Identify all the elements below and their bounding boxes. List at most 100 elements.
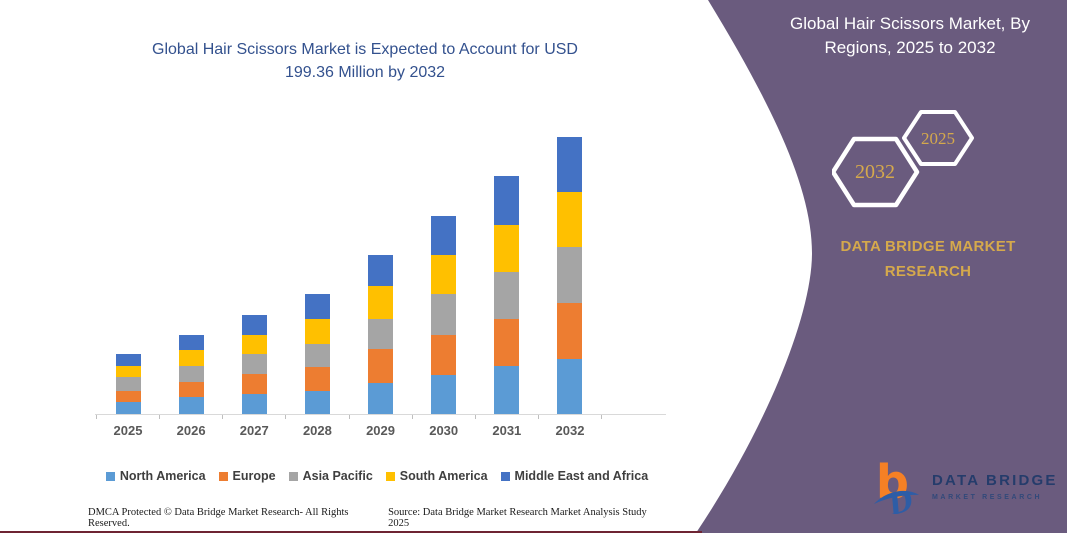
bottom-accent-line xyxy=(0,531,702,533)
legend-swatch xyxy=(288,471,298,481)
x-axis-label-2028: 2028 xyxy=(302,423,332,438)
logo-subtitle: MARKET RESEARCH xyxy=(932,493,1043,501)
bar-segment-2027-europe xyxy=(241,374,267,395)
legend-swatch xyxy=(385,471,395,481)
bar-segment-2025-asia-pacific xyxy=(115,377,141,392)
bar-segment-2029-middle-east-and-africa xyxy=(368,255,394,287)
legend-label: Middle East and Africa xyxy=(514,469,649,483)
bar-segment-2031-europe xyxy=(494,319,520,367)
legend-swatch xyxy=(105,471,115,481)
hexagon-2025 xyxy=(902,110,974,166)
bar-2028 xyxy=(304,294,330,414)
bar-segment-2027-middle-east-and-africa xyxy=(241,315,267,335)
x-axis-label-2029: 2029 xyxy=(366,423,395,438)
bar-segment-2026-south-america xyxy=(178,349,204,366)
legend-item-europe: Europe xyxy=(218,469,276,483)
bar-segment-2028-europe xyxy=(304,366,330,391)
dmca-notice: DMCA Protected © Data Bridge Market Rese… xyxy=(88,507,349,529)
chart-title: Global Hair Scissors Market is Expected … xyxy=(152,41,578,81)
legend-item-middle-east-and-africa: Middle East and Africa xyxy=(500,469,649,483)
legend-item-south-america: South America xyxy=(385,469,488,483)
bar-segment-2032-middle-east-and-africa xyxy=(557,137,583,193)
x-axis-label-2030: 2030 xyxy=(429,423,459,438)
legend-label: North America xyxy=(119,469,206,483)
bar-segment-2025-middle-east-and-africa xyxy=(115,354,141,367)
x-axis-tick xyxy=(159,415,161,419)
bar-segment-2032-asia-pacific xyxy=(557,247,583,304)
bar-2025 xyxy=(115,354,141,414)
logo-swoosh xyxy=(874,490,919,504)
panel-title: Global Hair Scissors Market, By Regions,… xyxy=(790,14,1030,57)
bar-2032 xyxy=(557,137,583,414)
legend-swatch xyxy=(500,471,510,481)
hexagon-2032-label: 2032 xyxy=(855,161,895,183)
bar-segment-2031-asia-pacific xyxy=(494,272,520,320)
bar-segment-2028-north-america xyxy=(304,390,330,414)
x-axis-tick xyxy=(96,415,97,419)
bar-segment-2029-europe xyxy=(368,349,394,383)
bar-2030 xyxy=(431,216,457,414)
legend-label: South America xyxy=(399,469,488,483)
legend-label: Asia Pacific xyxy=(302,469,373,483)
bar-segment-2030-europe xyxy=(431,335,457,375)
bar-segment-2030-north-america xyxy=(431,374,457,414)
legend-label: Europe xyxy=(232,469,276,483)
footer: DMCA Protected © Data Bridge Market Rese… xyxy=(88,507,666,529)
x-axis-labels: 2025 2026 2027 2028 2029 2030 2031 2032 xyxy=(95,423,666,439)
plot-area xyxy=(95,128,666,419)
dbmr-logo: b D DATA BRIDGE MARKET RESEARCH xyxy=(874,458,1058,514)
bar-segment-2031-south-america xyxy=(494,224,520,273)
x-axis-label-2025: 2025 xyxy=(113,423,143,438)
bar-segment-2027-south-america xyxy=(241,334,267,354)
logo-name: DATA BRIDGE xyxy=(932,471,1058,489)
bar-2026 xyxy=(178,335,204,414)
x-axis-label-2026: 2026 xyxy=(176,423,206,438)
bar-segment-2025-europe xyxy=(115,391,141,403)
x-axis-label-2027: 2027 xyxy=(239,423,269,438)
bar-segment-2029-asia-pacific xyxy=(368,319,394,350)
x-axis-tick xyxy=(538,415,539,419)
bar-segment-2026-europe xyxy=(178,382,204,398)
year-hexagons: 2025 2032 xyxy=(832,110,974,208)
hexagon-2025-label: 2025 xyxy=(921,129,955,148)
bar-segment-2031-middle-east-and-africa xyxy=(494,176,520,225)
x-axis-tick xyxy=(222,415,224,419)
bar-segment-2029-north-america xyxy=(368,383,394,414)
dbmr-logo-icon: b D xyxy=(874,458,919,514)
bar-segment-2032-south-america xyxy=(557,192,583,248)
x-axis-tick xyxy=(285,415,287,419)
bar-segment-2025-south-america xyxy=(115,366,141,378)
bar-segment-2026-asia-pacific xyxy=(178,365,204,383)
bar-segment-2026-middle-east-and-africa xyxy=(178,335,204,350)
bar-segment-2025-north-america xyxy=(115,402,141,414)
x-axis-tick xyxy=(348,415,350,419)
bar-segment-2031-north-america xyxy=(494,366,520,414)
x-axis-tick xyxy=(474,415,476,419)
x-axis-label-2031: 2031 xyxy=(492,423,522,438)
bar-2029 xyxy=(368,255,394,414)
x-axis-tick xyxy=(601,415,603,419)
bar-segment-2028-south-america xyxy=(304,319,330,345)
source-note: Source: Data Bridge Market Research Mark… xyxy=(388,507,647,529)
legend-item-north-america: North America xyxy=(105,469,206,483)
bar-2031 xyxy=(494,176,520,414)
logo-text: DATA BRIDGE MARKET RESEARCH xyxy=(932,472,1058,501)
bar-segment-2027-north-america xyxy=(241,394,267,414)
bar-segment-2027-asia-pacific xyxy=(241,353,267,375)
bar-segment-2026-north-america xyxy=(178,397,204,414)
bar-segment-2030-south-america xyxy=(431,255,457,295)
legend-swatch xyxy=(218,471,228,481)
bar-segment-2030-asia-pacific xyxy=(431,294,457,336)
bar-segment-2028-asia-pacific xyxy=(304,344,330,367)
x-axis-tick xyxy=(411,415,413,419)
bar-segment-2030-middle-east-and-africa xyxy=(431,216,457,256)
bar-segment-2028-middle-east-and-africa xyxy=(304,294,330,320)
bar-2027 xyxy=(241,315,267,414)
x-axis-label-2032: 2032 xyxy=(555,423,585,438)
chart-legend: North America Europe Asia Pacific South Ame… xyxy=(80,469,674,483)
bar-segment-2029-south-america xyxy=(368,286,394,320)
hexagon-2032 xyxy=(832,136,920,208)
bar-segment-2032-north-america xyxy=(557,358,583,414)
legend-item-asia-pacific: Asia Pacific xyxy=(288,469,373,483)
